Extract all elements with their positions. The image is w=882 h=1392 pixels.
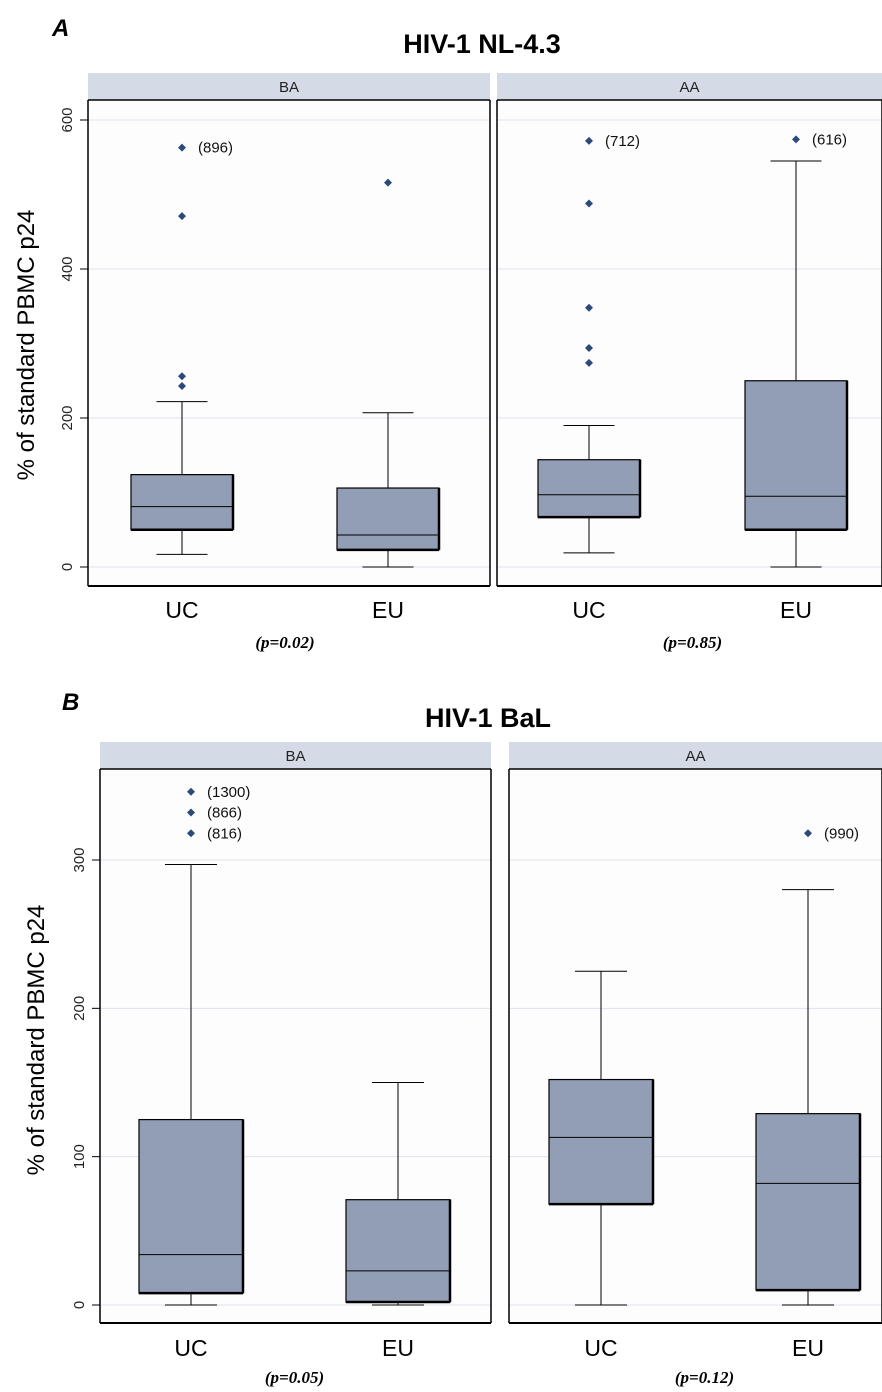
outlier-point — [792, 135, 800, 144]
box-iqr — [548, 1078, 654, 1205]
category-label: UC — [584, 1335, 617, 1361]
category-label: UC — [572, 597, 605, 623]
facet-ba: BA (1300) (866) (816) UC EU (p=0.05) — [99, 742, 492, 1387]
outlier-label: (712) — [605, 133, 640, 150]
p-value: (p=0.05) — [265, 1368, 324, 1387]
p-value: (p=0.85) — [663, 633, 722, 652]
box-iqr — [755, 1113, 861, 1291]
outlier-point — [585, 358, 593, 367]
outlier-point — [384, 178, 392, 187]
facet-aa: AA (712) UC (616) EU (p=0.85) — [496, 73, 882, 652]
facet-label: AA — [685, 748, 705, 765]
y-axis-label: % of standard PBMC p24 — [23, 905, 50, 1176]
y-tick-label: 0 — [71, 1301, 88, 1309]
chart-title: HIV-1 BaL — [425, 703, 551, 733]
y-tick-label: 100 — [71, 1144, 88, 1169]
box-iqr — [345, 1199, 451, 1303]
category-label: EU — [382, 1335, 414, 1361]
outlier-point — [187, 808, 195, 817]
box-aa-uc — [548, 970, 655, 1306]
outlier-point — [187, 829, 195, 838]
y-tick-label: 0 — [59, 563, 76, 571]
y-tick-label: 400 — [59, 256, 76, 281]
outlier-label: (990) — [824, 825, 859, 842]
box-iqr — [138, 1118, 244, 1294]
outlier-point — [585, 343, 593, 352]
facet-ba: BA (896) UC EU (p=0.02) — [87, 73, 491, 652]
outlier-point — [178, 143, 186, 152]
outlier-label: (616) — [812, 131, 847, 148]
category-label: EU — [792, 1335, 824, 1361]
outlier-label: (1300) — [207, 784, 250, 801]
panel-letter: A — [51, 15, 69, 42]
y-tick-label: 300 — [71, 847, 88, 872]
box-ba-eu — [345, 1082, 452, 1306]
outlier-point — [585, 303, 593, 312]
facet-strip — [509, 742, 882, 769]
outlier-point — [178, 381, 186, 390]
facet-label: BA — [285, 748, 305, 765]
outlier-point — [187, 787, 195, 796]
outlier-label: (816) — [207, 825, 242, 842]
facet-strip — [100, 742, 491, 769]
outlier-point — [585, 136, 593, 145]
box-ba-uc: (896) — [130, 140, 235, 555]
outlier-point — [178, 372, 186, 381]
outlier-point — [804, 829, 812, 838]
category-label: UC — [165, 597, 198, 623]
y-tick-label: 200 — [59, 405, 76, 430]
box-iqr — [744, 380, 848, 531]
outlier-point — [178, 212, 186, 221]
category-label: UC — [174, 1335, 207, 1361]
box-iqr — [537, 459, 641, 518]
box-aa-eu: (616) — [744, 131, 849, 568]
facet-strip — [497, 73, 882, 100]
outlier-label: (896) — [198, 140, 233, 157]
chart-title: HIV-1 NL-4.3 — [403, 29, 561, 59]
outlier-point — [585, 199, 593, 208]
y-axis-label: % of standard PBMC p24 — [13, 210, 40, 481]
category-label: EU — [780, 597, 812, 623]
y-tick-label: 600 — [59, 107, 76, 132]
box-iqr — [336, 487, 440, 551]
box-ba-eu — [336, 178, 441, 568]
panel-letter: B — [62, 689, 79, 716]
y-tick-label: 200 — [71, 996, 88, 1021]
facet-label: AA — [679, 79, 699, 96]
box-aa-eu: (990) — [755, 825, 862, 1306]
box-iqr — [130, 474, 234, 531]
facet-aa: AA UC (990) EU (p=0.12) — [508, 742, 882, 1387]
box-aa-uc: (712) — [537, 133, 642, 554]
category-label: EU — [372, 597, 404, 623]
facet-strip — [88, 73, 490, 100]
p-value: (p=0.02) — [255, 633, 314, 652]
p-value: (p=0.12) — [675, 1368, 734, 1387]
facet-label: BA — [279, 79, 299, 96]
outlier-label: (866) — [207, 805, 242, 822]
box-ba-uc: (1300) (866) (816) — [138, 784, 250, 1306]
